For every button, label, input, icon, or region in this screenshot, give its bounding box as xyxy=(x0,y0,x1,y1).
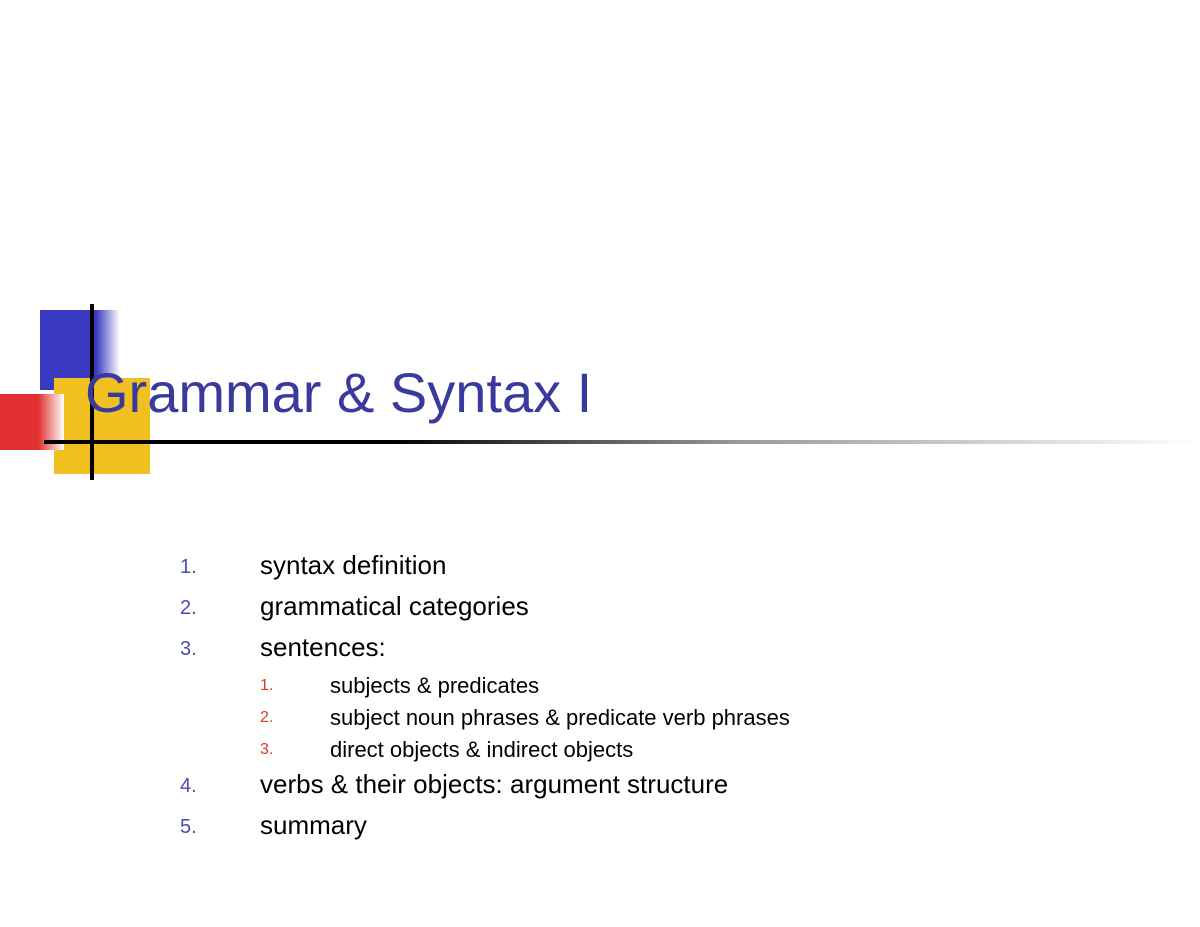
slide-title: Grammar & Syntax I xyxy=(85,360,592,425)
outline-subitem: 3.direct objects & indirect objects xyxy=(260,737,1080,763)
outline-subitem: 2.subject noun phrases & predicate verb … xyxy=(260,705,1080,731)
outline-subitem-text: direct objects & indirect objects xyxy=(330,737,633,763)
outline-item-number: 1. xyxy=(180,550,260,581)
outline-item-number: 3. xyxy=(180,632,260,663)
outline-item: 5.summary xyxy=(180,810,1080,841)
outline-item-number: 2. xyxy=(180,591,260,622)
outline-subitem-number: 3. xyxy=(260,737,330,763)
outline-item: 4.verbs & their objects: argument struct… xyxy=(180,769,1080,800)
outline-subitem-text: subjects & predicates xyxy=(330,673,539,699)
outline-list: 1.syntax definition2.grammatical categor… xyxy=(180,550,1080,851)
outline-item-number: 4. xyxy=(180,769,260,800)
outline-item: 2.grammatical categories xyxy=(180,591,1080,622)
outline-item-text: sentences: xyxy=(260,632,386,663)
title-underline xyxy=(44,440,1200,444)
outline-item-text: grammatical categories xyxy=(260,591,529,622)
outline-subitem-number: 2. xyxy=(260,705,330,731)
outline-subitem-text: subject noun phrases & predicate verb ph… xyxy=(330,705,790,731)
outline-item-text: summary xyxy=(260,810,367,841)
outline-subitem-number: 1. xyxy=(260,673,330,699)
outline-item-number: 5. xyxy=(180,810,260,841)
outline-item: 1.syntax definition xyxy=(180,550,1080,581)
outline-item-text: syntax definition xyxy=(260,550,446,581)
outline-item-text: verbs & their objects: argument structur… xyxy=(260,769,728,800)
outline-subitem: 1.subjects & predicates xyxy=(260,673,1080,699)
outline-item: 3.sentences: xyxy=(180,632,1080,663)
